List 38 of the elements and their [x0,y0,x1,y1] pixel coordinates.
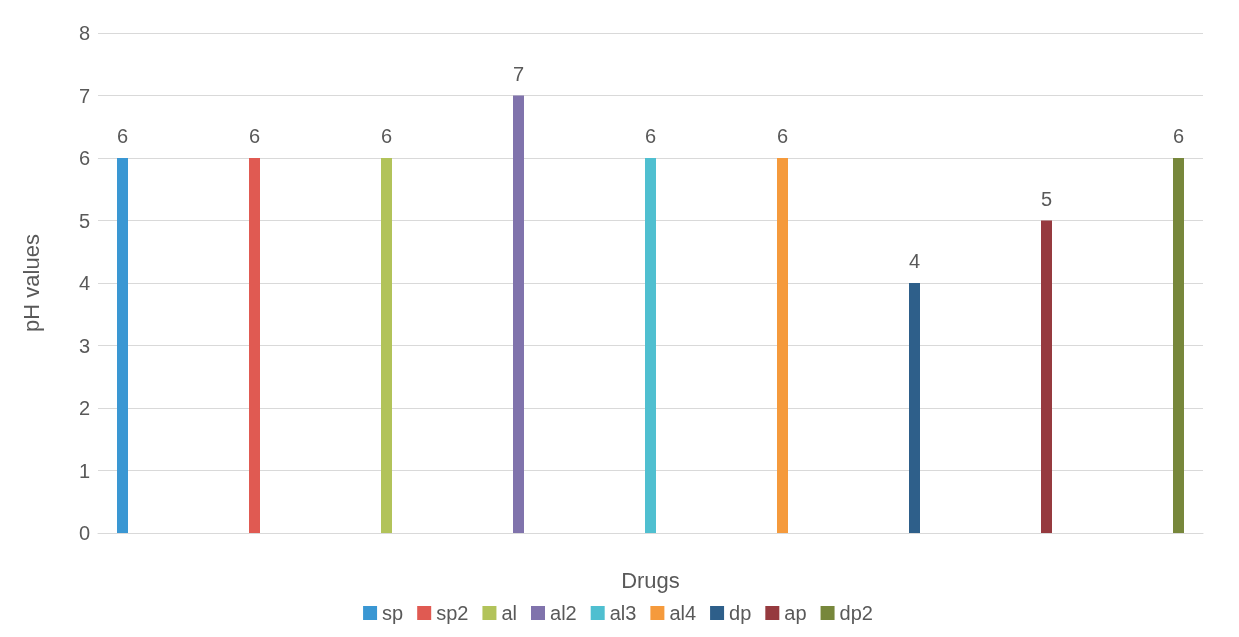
bar [513,95,524,533]
data-label: 6 [248,125,261,147]
y-tick-label: 3 [78,334,90,357]
bar [909,283,920,533]
data-label: 6 [1172,125,1185,147]
bar [645,158,656,533]
bar [381,158,392,533]
y-tick-label: 8 [78,22,90,44]
data-label: 7 [512,62,525,85]
legend-label: sp [382,602,404,624]
legend-label: al [501,602,518,624]
x-axis-title: Drugs [621,567,680,593]
y-axis-title: pH values [18,234,44,332]
y-tick-label: 4 [78,272,90,294]
bar [1173,158,1184,533]
y-tick-label: 2 [78,397,90,419]
y-tick-label: 7 [78,84,90,107]
data-label: 4 [908,250,921,272]
data-label: 6 [644,125,657,147]
bar [1041,220,1052,533]
data-label: 5 [1040,187,1053,210]
legend-label: dp [729,602,752,624]
bar [249,158,260,533]
legend-label: dp2 [839,602,873,624]
y-tick-label: 6 [78,147,90,169]
legend-label: al2 [550,602,577,624]
data-label: 6 [776,125,789,147]
legend-label: sp2 [436,602,469,624]
y-tick-label: 5 [78,209,90,232]
bar [117,158,128,533]
y-tick-label: 1 [78,459,90,482]
legend-label: ap [784,602,807,624]
y-tick-label: 0 [78,522,90,544]
data-label: 6 [380,125,393,147]
data-label: 6 [116,125,129,147]
bar [777,158,788,533]
legend-label: al3 [609,602,637,624]
legend-label: al4 [669,602,697,624]
